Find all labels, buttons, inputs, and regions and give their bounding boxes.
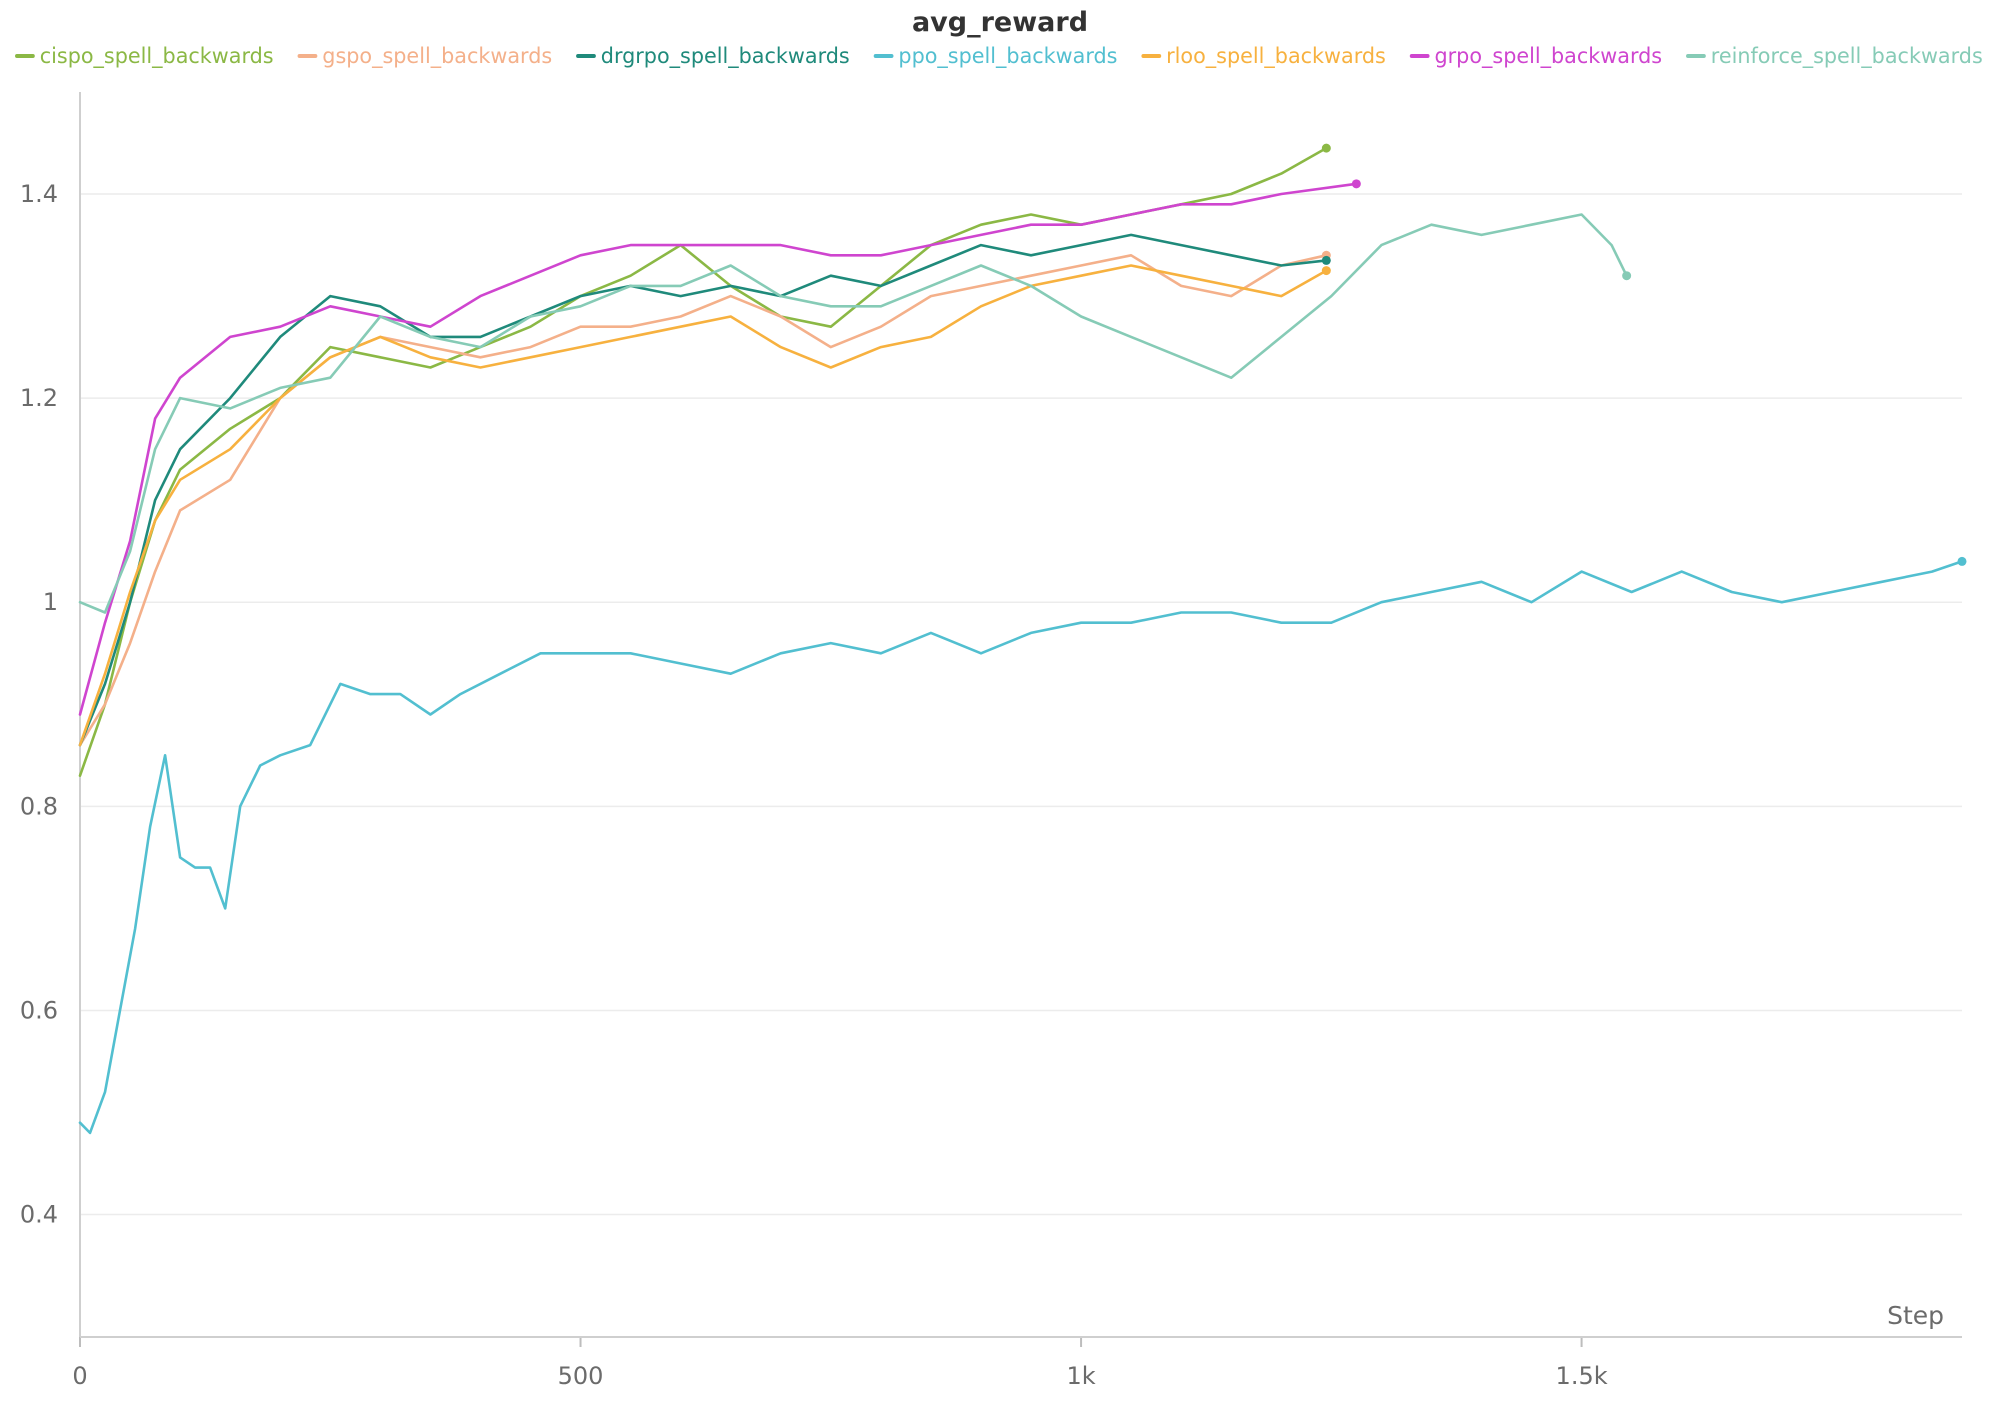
series-end-point-rloo-spell-backwards xyxy=(1321,266,1331,276)
chart-title: avg_reward xyxy=(912,7,1088,38)
series-line-cispo-spell-backwards xyxy=(78,146,1328,778)
series-end-point-cispo-spell-backwards xyxy=(1321,143,1331,153)
legend-label: gspo_spell_backwards xyxy=(322,44,552,69)
y-axis-ticks: 0.4 0.6 0.8 1 1.2 1.4 xyxy=(20,180,58,1228)
legend-label: grpo_spell_backwards xyxy=(1434,44,1662,69)
legend-item-rloo-spell-backwards[interactable]: rloo_spell_backwards xyxy=(1141,44,1386,69)
x-tick-label: 1.5k xyxy=(1556,1362,1608,1390)
legend: cispo_spell_backwards gspo_spell_backward… xyxy=(15,44,1983,69)
x-axis-ticks: 0 500 1k 1.5k xyxy=(72,1337,1608,1390)
legend-item-reinforce-spell-backwards[interactable]: reinforce_spell_backwards xyxy=(1686,44,1983,69)
legend-label: drgrpo_spell_backwards xyxy=(601,44,850,69)
series-end-point-ppo-spell-backwards xyxy=(1957,556,1967,566)
x-tick-label: 500 xyxy=(558,1362,604,1390)
legend-item-gspo-spell-backwards[interactable]: gspo_spell_backwards xyxy=(297,44,553,69)
legend-label: reinforce_spell_backwards xyxy=(1711,44,1983,69)
legend-label: ppo_spell_backwards xyxy=(898,44,1117,69)
y-tick-label: 1.4 xyxy=(20,180,58,208)
x-tick-label: 0 xyxy=(72,1362,87,1390)
series-line-gspo-spell-backwards xyxy=(78,254,1328,747)
series-end-point-grpo-spell-backwards xyxy=(1351,179,1361,189)
legend-label: cispo_spell_backwards xyxy=(40,44,274,69)
series-line-grpo-spell-backwards xyxy=(78,182,1358,716)
x-tick-label: 1k xyxy=(1066,1362,1095,1390)
y-tick-label: 0.4 xyxy=(20,1201,58,1229)
series-line-ppo-spell-backwards xyxy=(78,560,1964,1135)
y-tick-label: 1.2 xyxy=(20,384,58,412)
legend-label: rloo_spell_backwards xyxy=(1166,44,1386,69)
y-tick-label: 0.8 xyxy=(20,792,58,820)
series-line-reinforce-spell-backwards xyxy=(78,213,1628,614)
series-line-drgrpo-spell-backwards xyxy=(78,233,1328,747)
grid xyxy=(80,193,1962,1216)
legend-item-ppo-spell-backwards[interactable]: ppo_spell_backwards xyxy=(873,44,1118,69)
legend-item-cispo-spell-backwards[interactable]: cispo_spell_backwards xyxy=(15,44,274,69)
y-tick-label: 1 xyxy=(43,588,58,616)
series-line-rloo-spell-backwards xyxy=(78,264,1328,747)
plot-area xyxy=(78,143,1967,1135)
legend-item-drgrpo-spell-backwards[interactable]: drgrpo_spell_backwards xyxy=(576,44,850,69)
series-end-point-reinforce-spell-backwards xyxy=(1622,271,1632,281)
legend-item-grpo-spell-backwards[interactable]: grpo_spell_backwards xyxy=(1409,44,1662,69)
y-tick-label: 0.6 xyxy=(20,996,58,1024)
series-end-point-drgrpo-spell-backwards xyxy=(1321,255,1331,265)
x-axis-label: Step xyxy=(1887,1301,1944,1330)
